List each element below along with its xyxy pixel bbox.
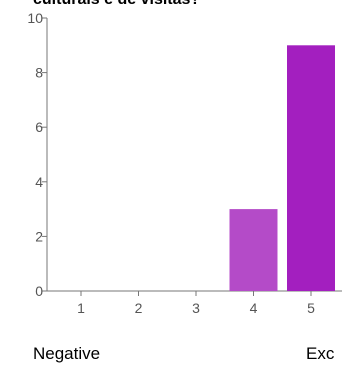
x-tick-label: 2 (135, 300, 143, 316)
x-tick-label: 4 (250, 300, 258, 316)
scale-low-label: Negative (33, 344, 101, 363)
x-tick-label: 5 (307, 300, 315, 316)
y-tick-label: 2 (35, 228, 43, 244)
y-tick-label: 4 (35, 174, 43, 190)
scale-high-label: Exc (306, 344, 335, 363)
x-tick-label: 1 (77, 300, 85, 316)
x-tick-label: 3 (192, 300, 200, 316)
chart-title: culturais e de visitas? (33, 0, 200, 9)
y-tick-label: 6 (35, 119, 43, 135)
y-tick-label: 10 (27, 10, 43, 26)
y-tick-label: 0 (35, 283, 43, 299)
bar-5 (287, 45, 335, 291)
bar-4 (229, 209, 278, 291)
y-tick-label: 8 (35, 65, 43, 81)
